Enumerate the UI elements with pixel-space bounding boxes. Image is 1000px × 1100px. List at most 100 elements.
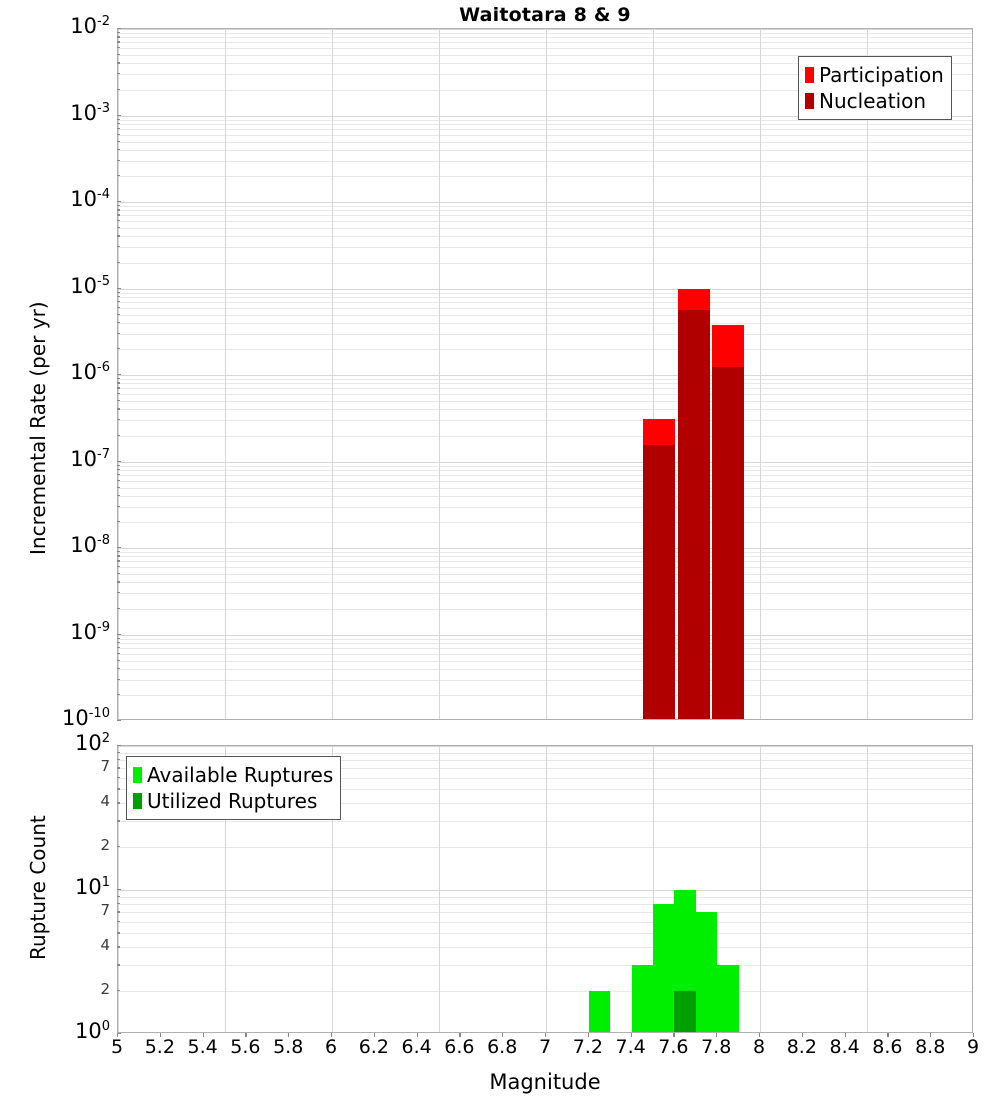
gridline-horizontal [118,642,972,644]
gridline-horizontal [118,465,972,467]
top-y-minor-tick [117,505,120,507]
gridline-horizontal [118,660,972,662]
gridline-vertical [546,29,547,719]
nucleation-bar [643,445,676,719]
top-y-minor-tick [117,127,120,130]
gridline-horizontal [118,789,972,791]
gridline-horizontal [118,42,972,44]
bottom-y-tick-label: 100 [74,1019,110,1043]
x-tick-mark [416,1033,418,1037]
x-tick-label: 7.4 [615,1036,646,1058]
top-y-minor-tick [117,408,120,410]
top-y-tick-mark [117,287,121,289]
top-y-tick-label: 10-9 [70,619,110,644]
top-legend-item[interactable]: Nucleation [805,88,944,114]
top-y-minor-tick [117,393,120,395]
gridline-vertical [439,746,440,1032]
gridline-horizontal [118,435,972,437]
top-y-minor-tick [117,332,120,334]
top-y-tick-label: 10-8 [70,533,110,557]
gridline-horizontal [118,846,972,848]
x-tick-mark [545,1033,547,1037]
bottom-y-tick-mark [117,889,121,891]
top-legend-item[interactable]: Participation [805,62,944,88]
bottom-y-minor-tick-label: 2 [100,835,110,854]
gridline-vertical [332,746,333,1032]
gridline-horizontal [118,48,972,50]
available-ruptures-bar [717,965,739,1032]
top-y-minor-tick [117,295,120,298]
x-tick-mark [117,1033,119,1037]
gridline-horizontal [118,29,972,30]
top-y-minor-tick [117,133,120,135]
top-y-minor-tick [117,678,120,680]
x-tick-label: 5.4 [187,1036,218,1058]
gridline-horizontal [118,141,972,143]
x-axis-label: Magnitude [489,1070,601,1094]
top-y-minor-tick [117,175,120,177]
bottom-legend-item[interactable]: Utilized Ruptures [133,788,333,814]
top-y-minor-tick [117,607,120,609]
bottom-legend-item[interactable]: Available Ruptures [133,762,333,788]
gridline-vertical [760,29,761,719]
x-tick-label: 6.6 [444,1036,475,1058]
top-y-tick-mark [117,114,121,116]
top-y-minor-tick [117,246,120,248]
top-y-minor-tick [117,479,120,481]
gridline-horizontal [118,33,972,34]
gridline-horizontal [118,746,972,747]
top-y-tick-mark [117,460,121,462]
gridline-vertical [653,746,654,1032]
top-y-tick-mark [117,28,121,30]
top-y-minor-tick [117,73,120,75]
gridline-horizontal [118,123,972,125]
top-y-tick-label: 10-4 [70,187,110,211]
top-y-tick-label: 10-2 [70,14,110,38]
top-y-minor-tick [117,646,120,649]
x-tick-label: 6 [324,1036,338,1058]
legend-label: Participation [819,63,944,87]
legend-label: Available Ruptures [147,763,334,787]
bottom-y-minor-tick [117,845,120,847]
top-y-minor-tick [117,261,120,263]
x-tick-label: 7 [538,1036,552,1058]
top-plot-area [118,29,972,719]
top-y-minor-tick [117,486,120,488]
top-y-minor-tick [117,667,120,670]
bottom-y-minor-tick-label: 4 [100,792,110,811]
gridline-horizontal [118,990,972,992]
top-y-minor-tick [117,313,120,315]
top-y-minor-tick [117,62,120,64]
gridline-horizontal [118,552,972,553]
gridline-vertical [760,746,761,1032]
gridline-horizontal [118,221,972,223]
gridline-horizontal [118,561,972,563]
top-y-tick-label: 10-10 [62,706,110,730]
gridline-horizontal [118,247,972,249]
gridline-horizontal [118,574,972,575]
top-y-minor-tick [117,382,120,384]
gridline-horizontal [118,608,972,610]
gridline-horizontal [118,752,972,754]
gridline-horizontal [118,921,972,923]
gridline-horizontal [118,322,972,324]
top-y-minor-tick [117,220,120,222]
x-tick-mark [373,1033,376,1037]
bottom-y-tick-label: 102 [74,731,110,755]
top-y-minor-tick [117,573,120,575]
gridline-horizontal [118,388,972,390]
incremental-rate-panel [117,28,973,720]
gridline-horizontal [118,394,972,396]
top-y-minor-tick [117,694,120,696]
nucleation-bar [677,310,710,719]
top-y-minor-tick [117,652,120,654]
x-tick-label: 8.2 [786,1036,817,1058]
gridline-horizontal [118,522,972,523]
x-tick-label: 6.8 [487,1036,518,1058]
gridline-vertical [546,746,547,1032]
top-y-minor-tick [117,235,120,237]
gridline-horizontal [118,768,972,770]
gridline-vertical [439,29,440,719]
x-tick-label: 7.2 [572,1036,603,1058]
